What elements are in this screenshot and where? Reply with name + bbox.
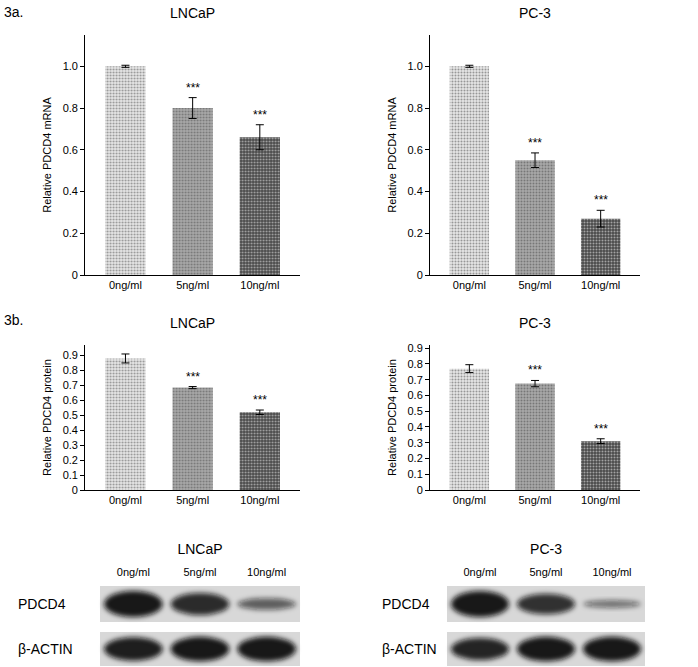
svg-text:10ng/ml: 10ng/ml	[581, 279, 620, 291]
svg-text:0.2: 0.2	[407, 227, 422, 239]
svg-text:PC-3: PC-3	[519, 315, 551, 331]
svg-text:0.1: 0.1	[63, 469, 78, 481]
svg-text:0.6: 0.6	[407, 144, 422, 156]
svg-text:0.3: 0.3	[407, 437, 422, 449]
svg-text:PC-3: PC-3	[530, 541, 562, 557]
svg-text:Relative PDCD4 mRNA: Relative PDCD4 mRNA	[41, 97, 53, 213]
svg-text:0.4: 0.4	[407, 421, 422, 433]
svg-text:10ng/ml: 10ng/ml	[247, 566, 286, 578]
svg-text:***: ***	[186, 370, 200, 384]
svg-text:10ng/ml: 10ng/ml	[240, 279, 279, 291]
svg-text:5ng/ml: 5ng/ml	[519, 279, 552, 291]
svg-text:***: ***	[594, 422, 608, 436]
svg-text:***: ***	[594, 193, 608, 207]
svg-text:0.8: 0.8	[407, 358, 422, 370]
svg-text:***: ***	[253, 393, 267, 407]
svg-text:0.7: 0.7	[407, 374, 422, 386]
svg-text:***: ***	[528, 136, 542, 150]
svg-text:1.0: 1.0	[407, 60, 422, 72]
svg-text:0ng/ml: 0ng/ml	[117, 566, 150, 578]
html-text:3b.: 3b.	[4, 312, 24, 328]
svg-text:0.2: 0.2	[63, 454, 78, 466]
svg-text:0.8: 0.8	[407, 102, 422, 114]
svg-text:LNCaP: LNCaP	[177, 541, 222, 557]
svg-text:0.6: 0.6	[63, 394, 78, 406]
svg-text:β-ACTIN: β-ACTIN	[382, 641, 437, 657]
svg-text:0.6: 0.6	[63, 144, 78, 156]
svg-text:***: ***	[186, 81, 200, 95]
svg-text:5ng/ml: 5ng/ml	[183, 566, 216, 578]
svg-text:PDCD4: PDCD4	[382, 596, 430, 612]
svg-text:0ng/ml: 0ng/ml	[109, 494, 142, 506]
svg-text:PDCD4: PDCD4	[18, 596, 66, 612]
svg-text:***: ***	[253, 108, 267, 122]
svg-text:0: 0	[417, 484, 423, 496]
svg-text:0.2: 0.2	[407, 452, 422, 464]
svg-text:0ng/ml: 0ng/ml	[453, 494, 486, 506]
svg-text:0.8: 0.8	[63, 102, 78, 114]
svg-text:10ng/ml: 10ng/ml	[592, 566, 631, 578]
html-text:3a.: 3a.	[4, 4, 24, 20]
svg-text:10ng/ml: 10ng/ml	[240, 494, 279, 506]
svg-text:β-ACTIN: β-ACTIN	[18, 641, 73, 657]
svg-text:LNCaP: LNCaP	[170, 315, 215, 331]
svg-text:0.5: 0.5	[63, 409, 78, 421]
svg-text:0.4: 0.4	[63, 185, 78, 197]
svg-text:5ng/ml: 5ng/ml	[519, 494, 552, 506]
svg-text:0.1: 0.1	[407, 468, 422, 480]
svg-text:PC-3: PC-3	[519, 5, 551, 21]
svg-text:5ng/ml: 5ng/ml	[176, 279, 209, 291]
svg-text:0.9: 0.9	[407, 342, 422, 354]
svg-text:0ng/ml: 0ng/ml	[109, 279, 142, 291]
svg-text:0.2: 0.2	[63, 227, 78, 239]
svg-text:0ng/ml: 0ng/ml	[453, 279, 486, 291]
svg-text:Relative PDCD4 mRNA: Relative PDCD4 mRNA	[386, 97, 398, 213]
svg-text:5ng/ml: 5ng/ml	[176, 494, 209, 506]
svg-text:0: 0	[72, 484, 78, 496]
svg-text:0.3: 0.3	[63, 439, 78, 451]
svg-text:0ng/ml: 0ng/ml	[463, 566, 496, 578]
svg-text:Relative PDCD4 protein: Relative PDCD4 protein	[41, 359, 53, 476]
svg-text:0.4: 0.4	[63, 424, 78, 436]
svg-text:0: 0	[72, 269, 78, 281]
svg-text:Relative PDCD4 protein: Relative PDCD4 protein	[386, 359, 398, 476]
svg-text:5ng/ml: 5ng/ml	[529, 566, 562, 578]
svg-text:0: 0	[417, 269, 423, 281]
svg-text:LNCaP: LNCaP	[170, 5, 215, 21]
svg-text:1.0: 1.0	[63, 60, 78, 72]
svg-text:10ng/ml: 10ng/ml	[581, 494, 620, 506]
svg-text:0.5: 0.5	[407, 405, 422, 417]
svg-text:0.8: 0.8	[63, 364, 78, 376]
svg-text:0.7: 0.7	[63, 379, 78, 391]
svg-text:0.4: 0.4	[407, 185, 422, 197]
svg-text:0.9: 0.9	[63, 349, 78, 361]
svg-text:***: ***	[528, 363, 542, 377]
svg-text:0.6: 0.6	[407, 389, 422, 401]
